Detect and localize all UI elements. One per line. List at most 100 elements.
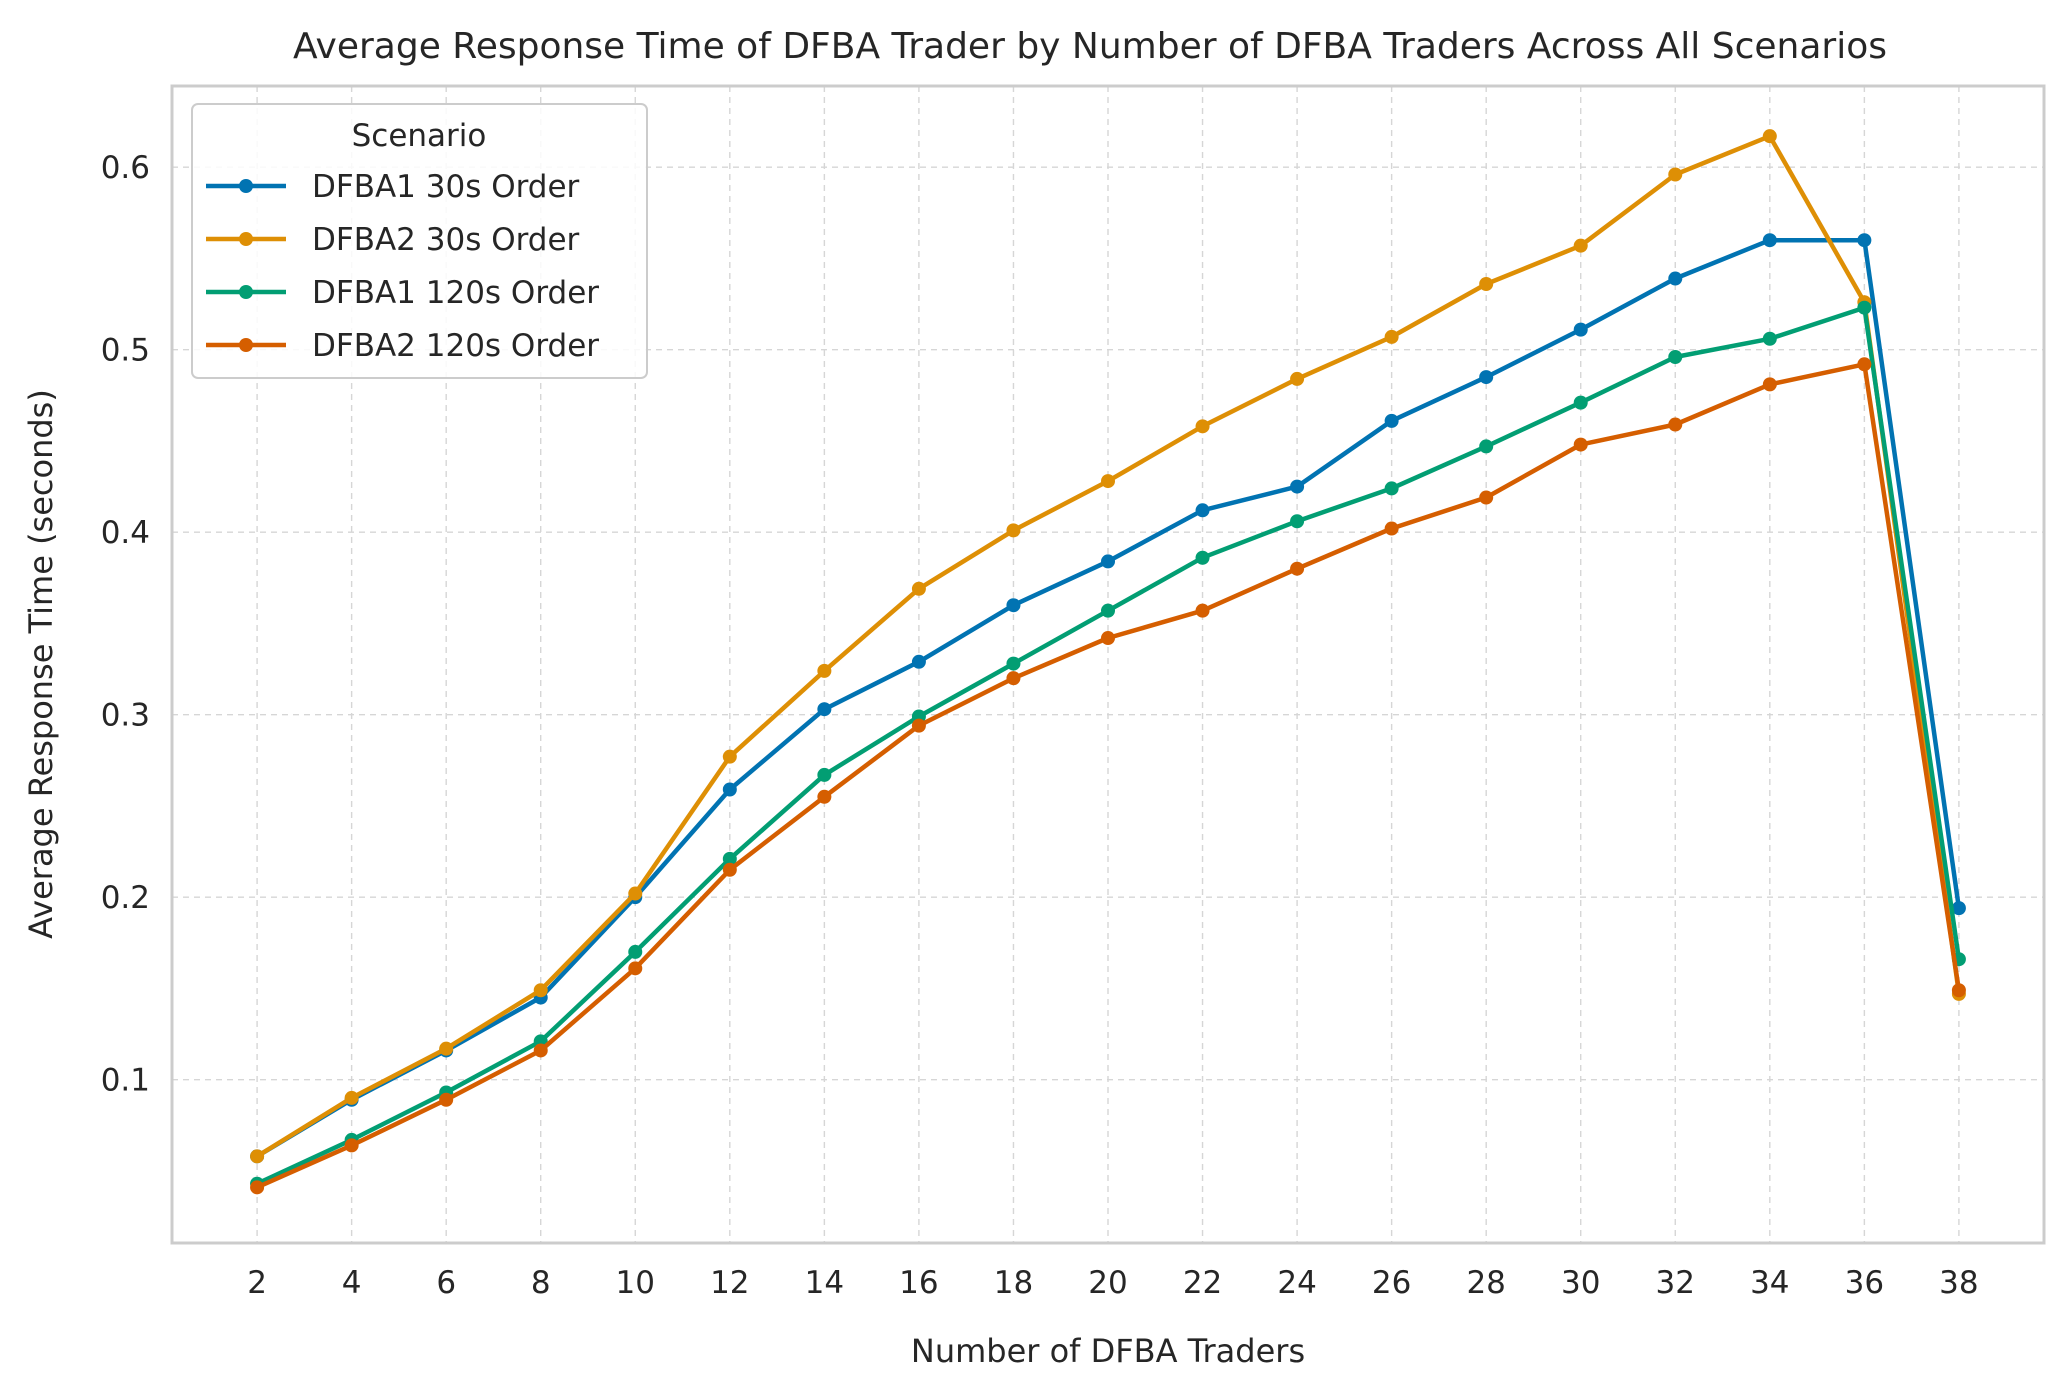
series-4 [250,357,1966,1195]
data-point [250,1149,265,1164]
x-tick-label: 28 [1466,1265,1505,1301]
legend-items: DFBA1 30s Order DFBA2 30s Order DFBA1 120s… [206,169,599,364]
x-tick-label: 22 [1183,1265,1222,1301]
data-point [1479,490,1494,505]
data-point [1006,523,1021,538]
data-point [533,983,548,998]
x-tick-label: 34 [1750,1265,1789,1301]
y-tick-label: 0.2 [101,880,150,916]
legend-swatch-marker [239,338,253,352]
data-point [1573,322,1588,337]
data-point [722,851,737,866]
data-point [817,767,832,782]
data-point [1951,901,1966,916]
x-tick-label: 12 [710,1265,749,1301]
x-tick-label: 2 [247,1265,267,1301]
data-point [1101,603,1115,618]
data-point [722,782,737,797]
data-point [1384,481,1399,496]
data-point [1762,377,1777,392]
data-point [1573,437,1588,452]
data-point [1006,656,1021,671]
y-tick-label: 0.5 [101,333,150,369]
y-axis-label: Average Response Time (seconds) [22,389,60,939]
series-group [250,129,1966,1195]
legend-label: DFBA1 120s Order [312,275,599,311]
x-tick-label: 14 [805,1265,844,1301]
x-tick-label: 8 [531,1265,551,1301]
legend-item: DFBA1 30s Order [206,169,580,205]
chart-title: Average Response Time of DFBA Trader by … [293,26,1887,67]
data-point [1573,395,1588,410]
legend-swatch-marker [239,285,253,299]
data-point [1195,550,1210,565]
data-point [911,654,926,669]
data-point [1668,350,1683,365]
x-tick-label: 38 [1939,1265,1978,1301]
data-point [1479,439,1494,454]
plot-frame [170,84,2046,1245]
data-point [1384,413,1399,428]
data-point [1668,271,1683,286]
data-point [1384,329,1399,344]
data-point [1195,603,1210,618]
data-point [1762,129,1777,144]
x-tick-label: 4 [342,1265,362,1301]
data-point [1762,233,1777,248]
data-point [817,663,832,678]
y-tick-label: 0.4 [101,515,150,551]
x-tick-label: 36 [1845,1265,1884,1301]
legend-label: DFBA1 30s Order [312,169,580,205]
data-point [1951,983,1966,998]
data-point [1006,598,1021,613]
legend-swatch-marker [239,179,253,193]
data-point [911,581,926,596]
x-tick-label: 16 [899,1265,938,1301]
data-point [1195,419,1210,434]
data-point [1290,371,1305,386]
data-point [1573,238,1588,253]
legend-item: DFBA2 30s Order [206,222,580,258]
x-tick-label: 18 [994,1265,1033,1301]
legend-swatch-marker [239,232,253,246]
data-point [1857,300,1872,315]
legend-label: DFBA2 120s Order [312,328,599,364]
data-point [1479,277,1494,292]
data-point [1101,474,1115,489]
data-point [817,789,832,804]
data-point [1857,357,1872,372]
legend-item: DFBA1 120s Order [206,275,599,311]
x-tick-label: 6 [436,1265,456,1301]
legend-box [191,103,648,379]
x-tick-label: 10 [616,1265,655,1301]
data-point [628,961,643,976]
data-point [1668,167,1683,182]
data-point [1857,233,1872,248]
data-point [1195,503,1210,518]
data-point [344,1138,359,1153]
data-point [628,944,643,959]
data-point [1290,479,1305,494]
data-point [1479,370,1494,385]
data-point [1384,521,1399,536]
data-point [1101,631,1115,646]
data-point [439,1041,454,1056]
data-point [250,1180,265,1195]
data-point [344,1090,359,1105]
legend-title: Scenario [352,118,487,154]
data-point [1290,561,1305,576]
x-tick-label: 24 [1277,1265,1316,1301]
data-point [1006,671,1021,686]
data-point [911,718,926,733]
data-point [1290,514,1305,529]
data-point [1762,331,1777,346]
y-tick-label: 0.6 [101,150,150,186]
axis-ticks: 2 4 6 8 10 12 14 16 18 20 22 24 26 28 30 32 34 36 380.10.2… [101,150,1979,1301]
data-point [533,1043,548,1058]
x-tick-label: 20 [1088,1265,1127,1301]
x-tick-label: 30 [1561,1265,1600,1301]
data-point [722,862,737,877]
data-point [1668,417,1683,432]
